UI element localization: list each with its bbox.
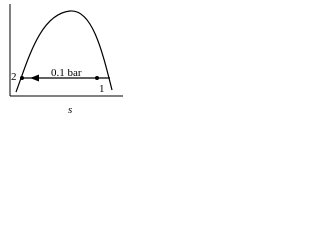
saturation-dome (15, 10, 113, 93)
state-point-2 (20, 76, 24, 80)
state-label: 1 (99, 83, 105, 95)
state-label: 2 (11, 71, 17, 83)
x-axis-label: s (68, 104, 72, 116)
arrow-head (30, 74, 39, 82)
state-point-1 (95, 76, 99, 80)
ts-diagram: 0.1 bar 2 1 s (9, 4, 123, 116)
pressure-label: 0.1 bar (51, 67, 82, 79)
